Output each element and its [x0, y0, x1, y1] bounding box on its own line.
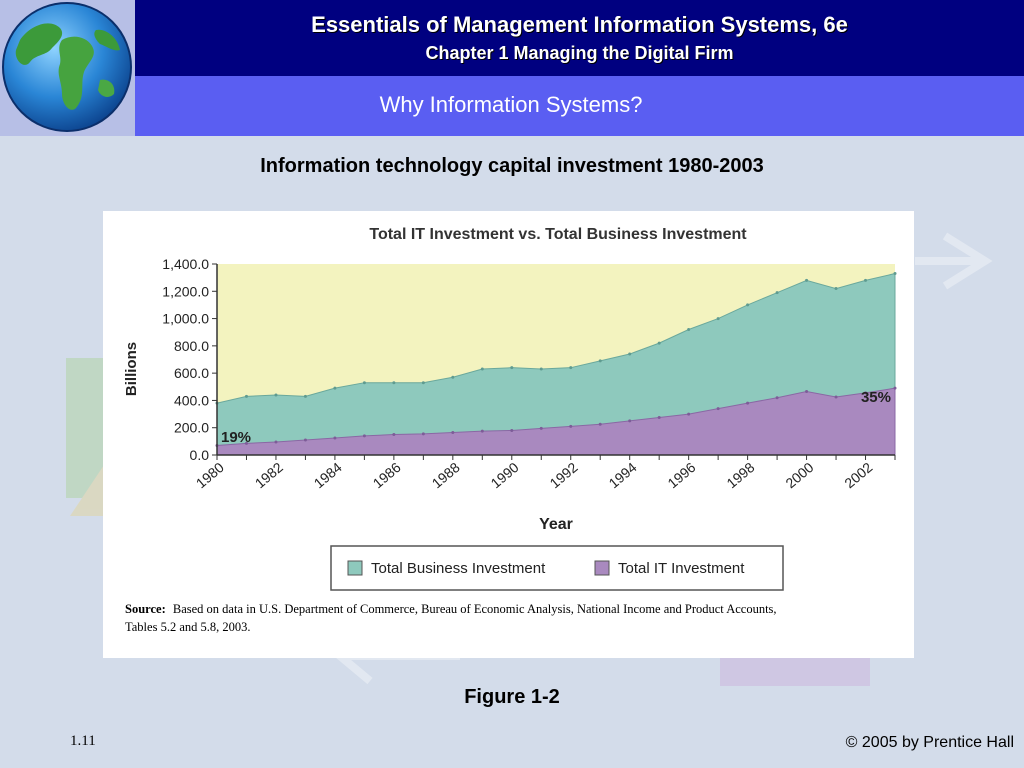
source-note: Source: Based on data in U.S. Department… [125, 602, 777, 616]
copyright: © 2005 by Prentice Hall [845, 734, 1014, 751]
data-point [864, 278, 868, 282]
data-point [333, 436, 337, 440]
globe-icon [2, 2, 132, 132]
x-tick-label: 1990 [488, 459, 522, 491]
x-tick-label: 1994 [605, 459, 639, 491]
data-point [687, 412, 691, 416]
data-point [657, 341, 661, 345]
data-point [451, 430, 455, 434]
globe-logo-panel [0, 0, 135, 136]
source-text: Based on data in U.S. Department of Comm… [173, 602, 777, 616]
legend-swatch-business [347, 560, 363, 576]
data-point [244, 394, 248, 398]
data-point [392, 433, 396, 437]
y-tick-label: 400.0 [174, 392, 209, 408]
data-point [539, 367, 543, 371]
data-point [834, 287, 838, 291]
data-point [834, 395, 838, 399]
figure-panel: Total IT Investment vs. Total Business I… [103, 211, 914, 658]
chart-title: Total IT Investment vs. Total Business I… [369, 226, 747, 243]
data-point [775, 396, 779, 400]
data-point [805, 278, 809, 282]
legend: Total Business Investment Total IT Inves… [330, 545, 784, 591]
page-number: 1.11 [70, 733, 96, 749]
data-point [480, 367, 484, 371]
y-tick-label: 1,000.0 [162, 311, 209, 327]
data-point [746, 303, 750, 307]
x-tick-label: 1996 [664, 459, 698, 491]
y-tick-label: 0.0 [190, 447, 210, 463]
x-tick-label: 1982 [252, 459, 286, 491]
annotation-label: 35% [861, 389, 891, 406]
legend-label-business: Total Business Investment [371, 560, 546, 577]
y-tick-label: 600.0 [174, 365, 209, 381]
annotation-label: 19% [221, 429, 251, 446]
subheader-bar [135, 76, 1024, 136]
x-tick-label: 1986 [370, 459, 404, 491]
section-title: Why Information Systems? [379, 92, 643, 117]
data-point [893, 386, 897, 390]
data-point [362, 434, 366, 438]
data-point [362, 381, 366, 385]
data-point [893, 272, 897, 276]
x-tick-label: 1988 [429, 459, 463, 491]
x-tick-label: 1984 [311, 459, 345, 491]
data-point [451, 375, 455, 379]
data-point [480, 429, 484, 433]
data-point [244, 441, 248, 445]
source-label: Source: [125, 602, 166, 616]
figure-caption: Figure 1-2 [464, 686, 560, 708]
course-title: Essentials of Management Information Sys… [311, 12, 848, 37]
x-tick-label: 1980 [193, 459, 227, 491]
data-point [716, 317, 720, 321]
data-point [333, 386, 337, 390]
data-point [392, 381, 396, 385]
data-point [510, 366, 514, 370]
y-tick-label: 1,200.0 [162, 283, 209, 299]
data-point [746, 401, 750, 405]
x-axis-label: Year [539, 516, 573, 533]
x-tick-label: 1992 [547, 459, 581, 491]
x-tick-label: 2000 [782, 459, 816, 491]
data-point [510, 428, 514, 432]
data-point [805, 390, 809, 394]
data-point [303, 394, 307, 398]
data-point [657, 415, 661, 419]
y-tick-label: 800.0 [174, 338, 209, 354]
y-tick-label: 1,400.0 [162, 256, 209, 272]
data-point [569, 424, 573, 428]
chapter-title: Chapter 1 Managing the Digital Firm [425, 43, 734, 63]
area-chart: Total IT Investment vs. Total Business I… [123, 226, 897, 634]
source-text-line2: Tables 5.2 and 5.8, 2003. [125, 620, 251, 634]
data-point [421, 381, 425, 385]
data-point [716, 407, 720, 411]
data-point [598, 422, 602, 426]
x-tick-label: 1998 [723, 459, 757, 491]
y-axis-label: Billions [123, 342, 140, 396]
data-point [274, 393, 278, 397]
legend-swatch-it [594, 560, 610, 576]
data-point [539, 426, 543, 430]
data-point [687, 327, 691, 331]
data-point [303, 438, 307, 442]
data-point [775, 291, 779, 295]
y-tick-label: 200.0 [174, 420, 209, 436]
data-point [598, 359, 602, 363]
data-point [628, 352, 632, 356]
data-point [864, 391, 868, 395]
slide-title: Information technology capital investmen… [260, 155, 764, 177]
data-point [274, 440, 278, 444]
data-point [421, 432, 425, 436]
header-bar [0, 0, 1024, 76]
data-point [569, 366, 573, 370]
legend-label-it: Total IT Investment [618, 560, 745, 577]
data-point [628, 419, 632, 423]
x-tick-label: 2002 [841, 459, 875, 491]
